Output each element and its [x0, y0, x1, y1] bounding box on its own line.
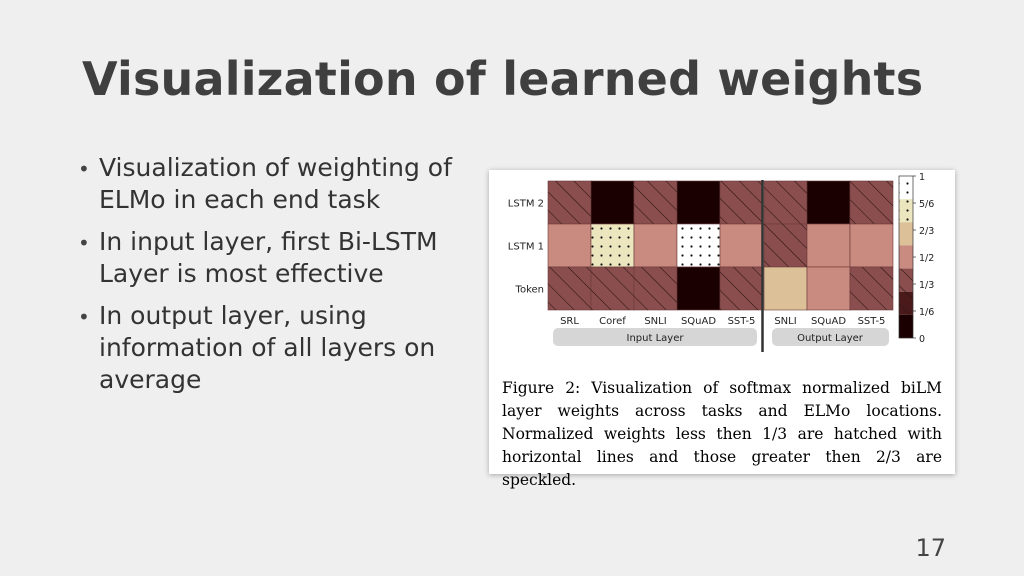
bullet-text: In input layer, first Bi-LSTM Layer is m… [99, 227, 438, 288]
colorbar-tick-label: 1/2 [919, 253, 934, 264]
input-cell [547, 223, 592, 268]
output-cell-pattern [850, 267, 893, 310]
column-label: SNLI [644, 316, 666, 327]
output-cell-pattern [764, 181, 807, 224]
output-cell [763, 266, 808, 311]
output-cell [806, 180, 851, 225]
row-label: LSTM 2 [508, 199, 544, 210]
bullet-icon: • [78, 231, 90, 255]
input-cell-pattern [634, 181, 677, 224]
column-label: SST-5 [858, 316, 886, 327]
input-cell-pattern [548, 181, 591, 224]
bullet-item: • Visualization of weighting of ELMo in e… [78, 152, 498, 216]
figure-image: LSTM 2 LSTM 1 Token SRL Coref SNLI SQuAD SST-5… [489, 170, 955, 489]
column-label: SRL [560, 316, 579, 327]
colorbar-tick-label: 5/6 [919, 199, 934, 210]
bullet-text: Visualization of weighting of ELMo in ea… [99, 153, 452, 214]
bullet-item: • In output layer, using information of a… [78, 300, 498, 396]
input-cell [676, 266, 721, 311]
colorbar-hatch [899, 268, 913, 315]
output-cell [806, 266, 851, 311]
input-cell-pattern [720, 267, 763, 310]
page-number: 17 [915, 534, 946, 562]
row-label: Token [515, 285, 544, 296]
colorbar-segment [899, 245, 913, 269]
weights-heatmap: LSTM 2 LSTM 1 Token SRL Coref SNLI SQuAD SST-5… [508, 172, 934, 352]
input-cell-pattern [720, 181, 763, 224]
input-cell-pattern [677, 224, 720, 267]
colorbar-tick-label: 1/3 [919, 280, 934, 291]
colorbar-tick-label: 2/3 [919, 226, 934, 237]
output-cell-pattern [764, 224, 807, 267]
output-layer-label: Output Layer [797, 333, 864, 344]
column-label: SST-5 [728, 316, 756, 327]
input-cell-pattern [591, 267, 634, 310]
colorbar-segment [899, 314, 913, 338]
output-cell [849, 223, 894, 268]
bullet-list: • Visualization of weighting of ELMo in e… [78, 152, 498, 406]
input-cell-pattern [591, 224, 634, 267]
input-cell [676, 180, 721, 225]
figure-caption: Figure 2: Visualization of softmax norma… [502, 379, 942, 489]
row-label: LSTM 1 [508, 242, 544, 253]
bullet-icon: • [78, 157, 90, 181]
input-layer-bar [553, 328, 757, 346]
output-cell [806, 223, 851, 268]
column-label: SNLI [774, 316, 796, 327]
column-label: SQuAD [811, 316, 846, 327]
column-label: SQuAD [681, 316, 716, 327]
output-layer-bar [772, 328, 889, 346]
column-label: Coref [599, 316, 626, 327]
input-cell [719, 223, 764, 268]
colorbar-tick-label: 1 [919, 172, 925, 183]
input-layer-label: Input Layer [627, 333, 685, 344]
input-cell-pattern [548, 267, 591, 310]
input-cell-pattern [634, 267, 677, 310]
input-cell [633, 223, 678, 268]
colorbar-tick-label: 1/6 [919, 307, 934, 318]
colorbar-dots [899, 176, 913, 223]
slide-title: Visualization of learned weights [82, 52, 924, 106]
bullet-item: • In input layer, first Bi-LSTM Layer is … [78, 226, 498, 290]
colorbar-tick-label: 0 [919, 334, 925, 345]
bullet-icon: • [78, 305, 90, 329]
output-cell-pattern [850, 181, 893, 224]
colorbar-segment [899, 222, 913, 246]
bullet-text: In output layer, using information of al… [99, 301, 436, 394]
input-cell [590, 180, 635, 225]
